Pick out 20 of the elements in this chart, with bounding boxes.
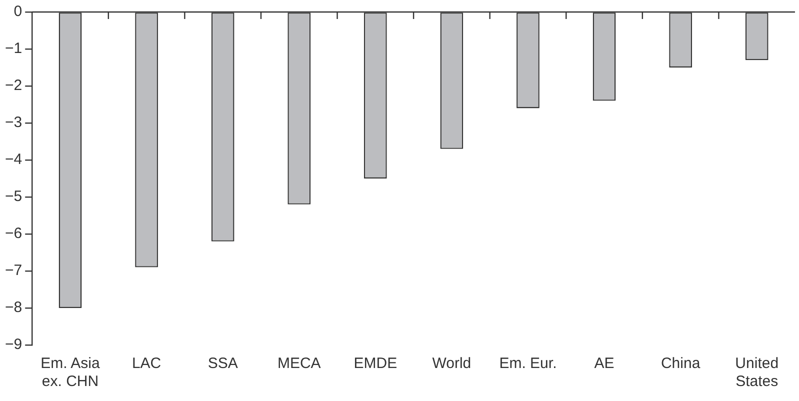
y-tick-label: −9 [4, 336, 22, 354]
y-tick-label: 0 [14, 3, 22, 20]
y-tick-label: −5 [4, 188, 22, 206]
y-tick-label: −3 [4, 114, 22, 132]
x-tick-label: China [660, 355, 701, 372]
x-tick-label: EMDE [354, 355, 398, 372]
y-tick-label: −2 [4, 77, 22, 94]
x-tick-label: LAC [132, 355, 162, 372]
x-tick-label: SSA [208, 355, 238, 372]
x-tick-label: World [432, 355, 472, 372]
y-tick-label: −7 [4, 262, 22, 280]
x-tick-label: AE [594, 355, 614, 372]
x-tick-label: Em. Asia ex. CHN [40, 355, 100, 390]
y-tick-label: −8 [4, 299, 22, 316]
x-tick-label: United States [735, 355, 779, 390]
y-tick-label: −4 [4, 151, 22, 168]
y-tick-label: −1 [4, 40, 22, 58]
y-tick-label: −6 [4, 225, 22, 242]
x-tick-label: Em. Eur. [499, 355, 557, 372]
x-tick-label: MECA [277, 355, 321, 372]
